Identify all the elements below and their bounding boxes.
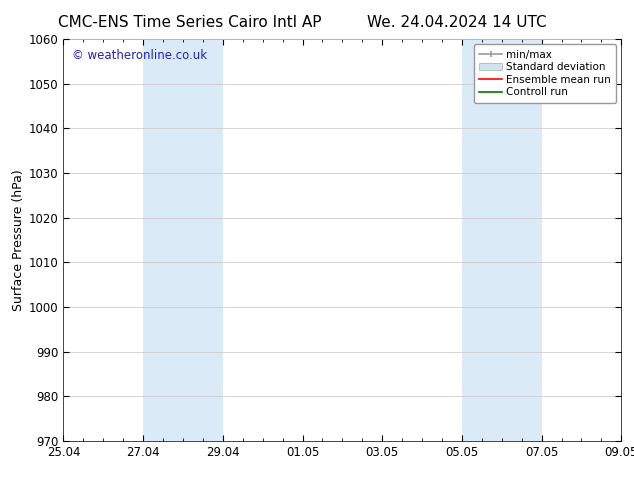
Bar <box>143 39 223 441</box>
Bar <box>462 39 541 441</box>
Text: CMC-ENS Time Series Cairo Intl AP: CMC-ENS Time Series Cairo Intl AP <box>58 15 322 30</box>
Text: We. 24.04.2024 14 UTC: We. 24.04.2024 14 UTC <box>366 15 547 30</box>
Text: © weatheronline.co.uk: © weatheronline.co.uk <box>72 49 207 62</box>
Y-axis label: Surface Pressure (hPa): Surface Pressure (hPa) <box>11 169 25 311</box>
Legend: min/max, Standard deviation, Ensemble mean run, Controll run: min/max, Standard deviation, Ensemble me… <box>474 45 616 102</box>
